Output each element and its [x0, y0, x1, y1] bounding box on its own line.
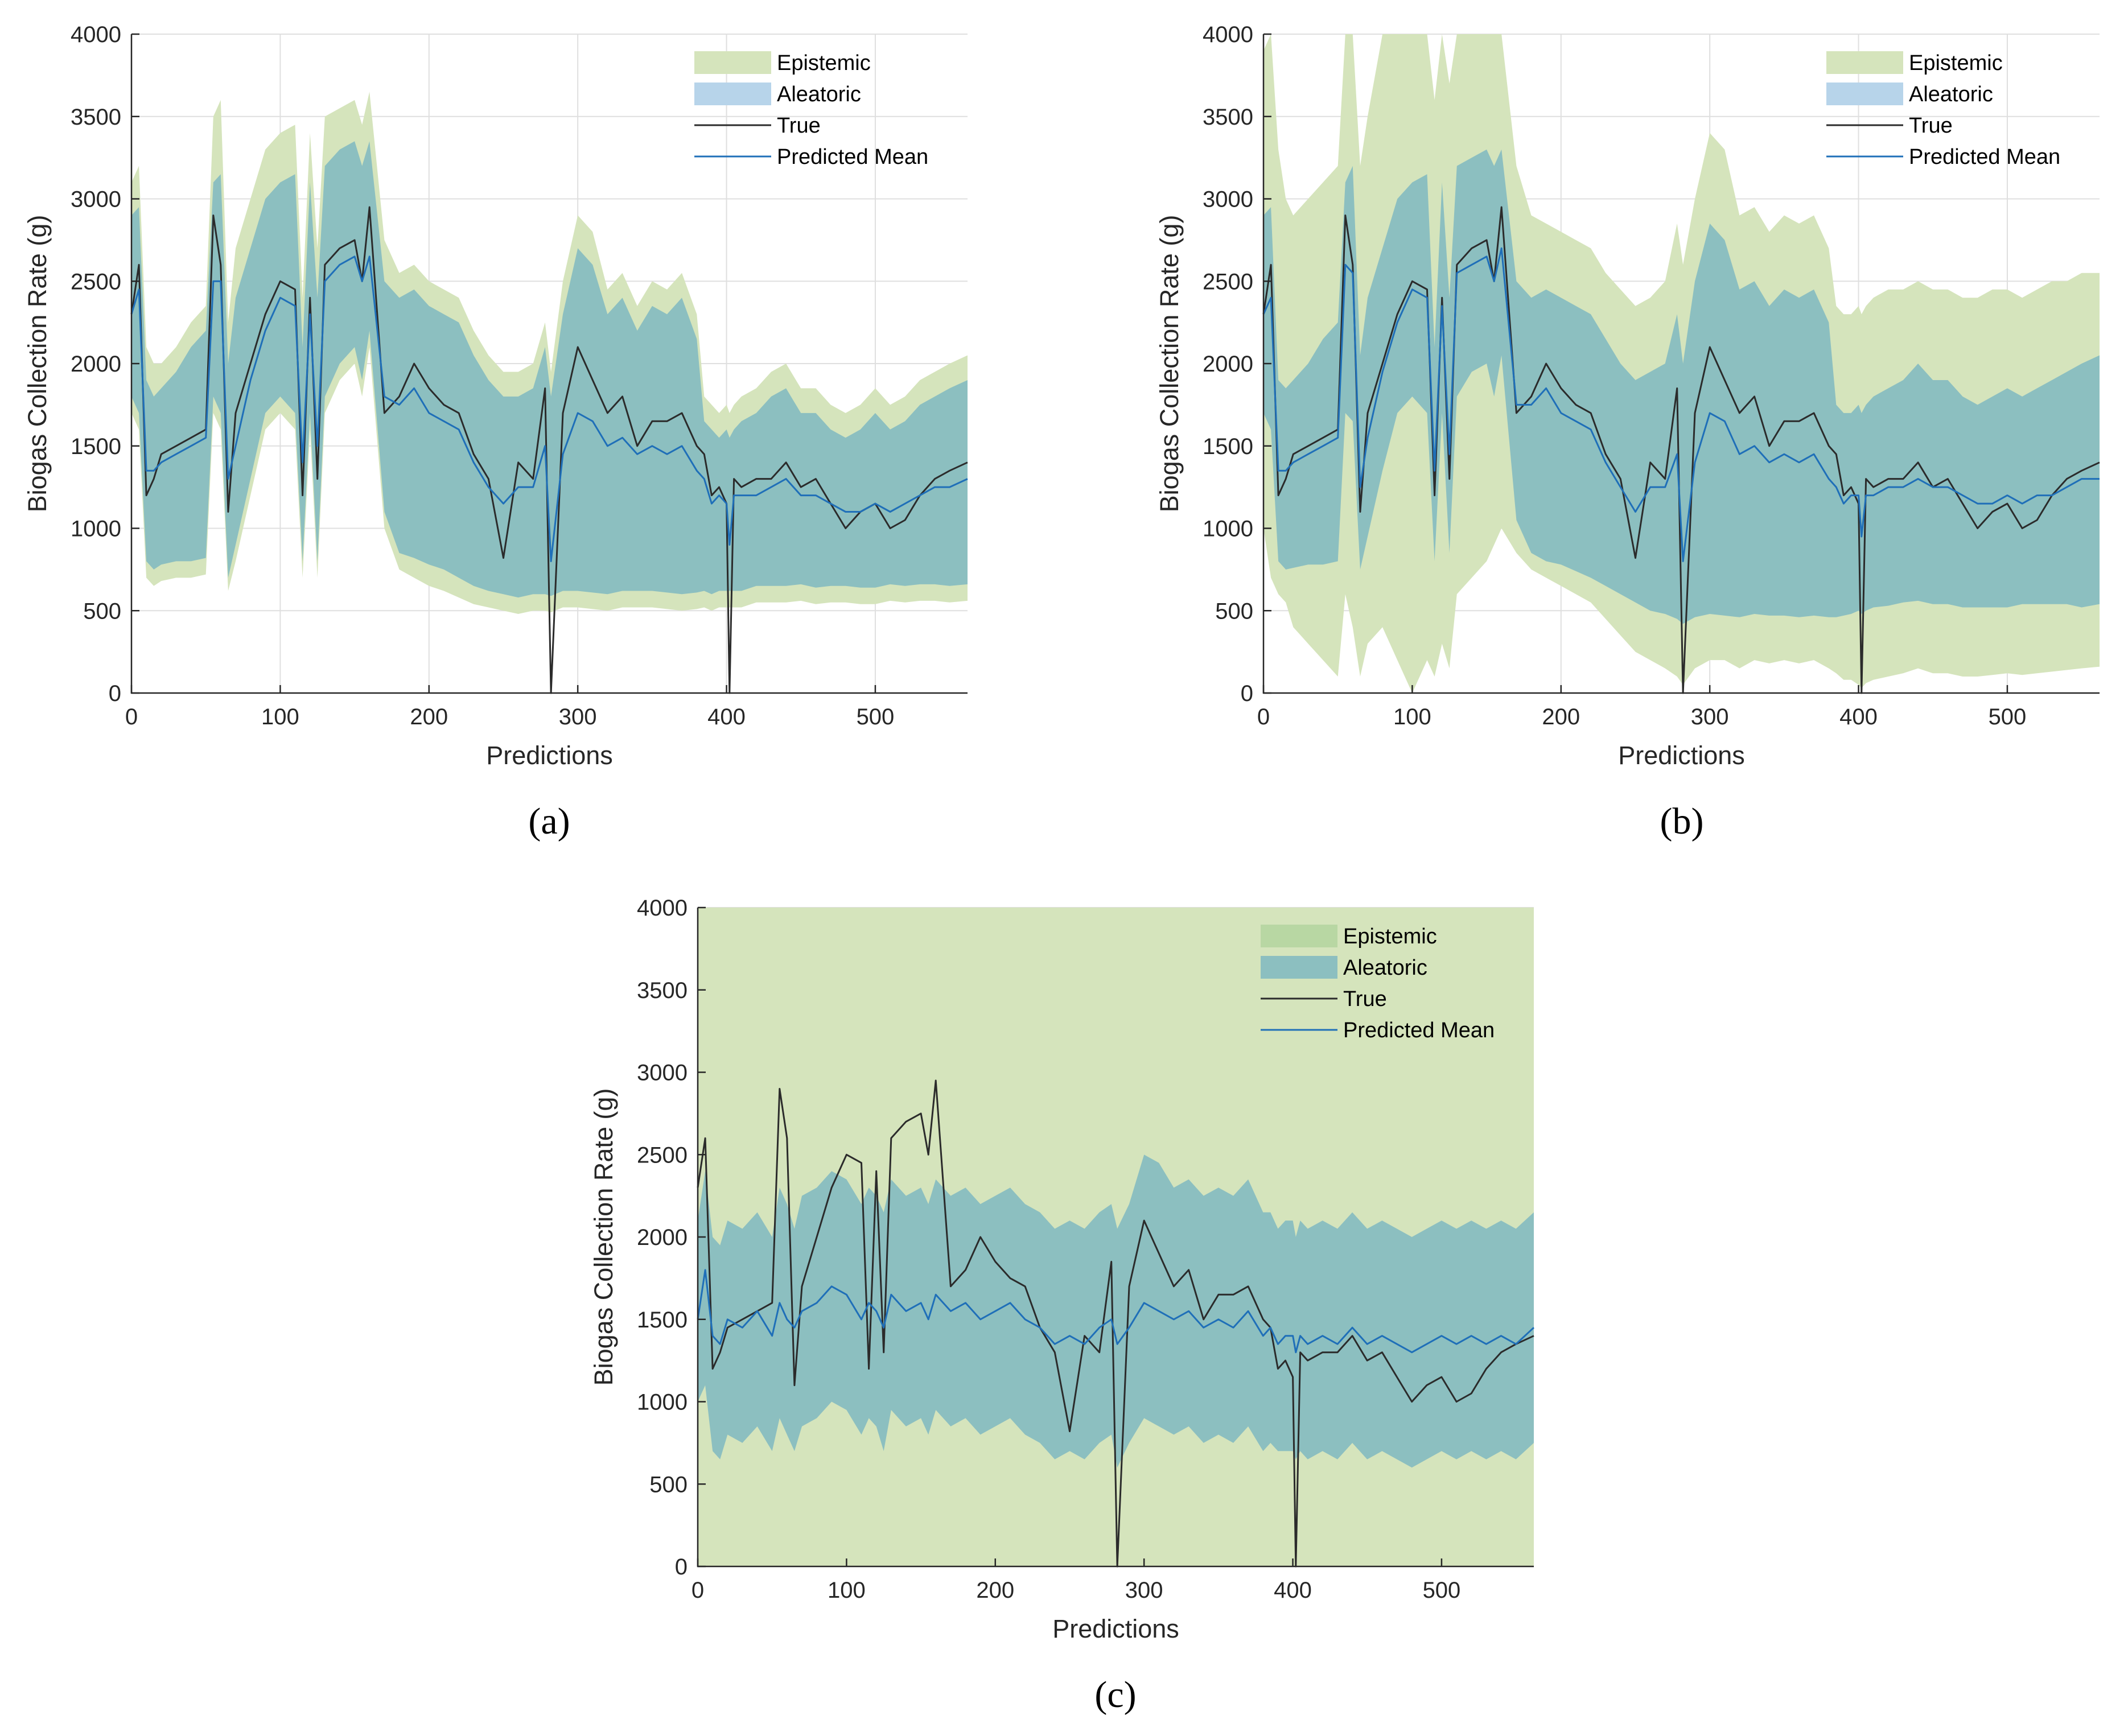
legend-entry-label: Aleatoric	[1909, 83, 1993, 106]
y-tick-label: 2000	[71, 352, 121, 377]
panel-label: (c)	[1094, 1674, 1136, 1716]
x-tick-label: 500	[857, 704, 895, 729]
legend-aleatoric-swatch	[1826, 83, 1903, 105]
y-tick-label: 0	[109, 681, 121, 706]
x-tick-label: 500	[1989, 704, 2027, 729]
true-series-line	[1262, 206, 2100, 694]
y-tick-label: 3500	[1203, 105, 1253, 130]
legend-aleatoric-swatch	[694, 83, 771, 105]
x-tick-label: 300	[1125, 1578, 1163, 1603]
panel-c: 0 100 200 300 400 500 0 500 1000 1500 2000 2500 3000…	[589, 896, 1535, 1716]
legend-entry-label: Predicted Mean	[777, 145, 928, 169]
y-tick-label: 0	[675, 1554, 688, 1580]
x-tick-label: 500	[1423, 1578, 1461, 1603]
legend-epistemic-swatch	[694, 51, 771, 74]
x-tick-label: 200	[976, 1578, 1014, 1603]
predicted-mean-line	[1262, 247, 2100, 562]
x-tick-label: 100	[828, 1578, 866, 1603]
panel-a: 0 100 200 300 400 500 0 500 1000 1500 2000 2500 3000…	[23, 22, 968, 842]
y-tick-label: 3500	[71, 105, 121, 130]
x-tick-label: 300	[1691, 704, 1729, 729]
x-tick-label: 100	[261, 704, 299, 729]
y-tick-label: 0	[1241, 681, 1253, 706]
y-tick-label: 4000	[1203, 22, 1253, 47]
x-tick-label: 200	[1542, 704, 1580, 729]
y-tick-label: 1500	[71, 434, 121, 459]
legend: Epistemic Aleatoric True Predicted Mean	[694, 51, 928, 169]
y-tick-label: 3000	[71, 187, 121, 212]
legend-entry-label: True	[1909, 114, 1953, 138]
y-axis-title: Biogas Collection Rate (g)	[1155, 215, 1184, 513]
y-tick-label: 4000	[71, 22, 121, 47]
y-tick-label: 1000	[1203, 517, 1253, 542]
y-tick-label: 2500	[1203, 269, 1253, 294]
legend-entry-label: True	[777, 114, 821, 138]
x-axis-title: Predictions	[486, 741, 613, 770]
legend-entry-label: Epistemic	[777, 51, 871, 75]
true-series-line	[130, 206, 968, 694]
x-tick-label: 0	[125, 704, 138, 729]
x-tick-label: 300	[559, 704, 597, 729]
y-tick-label: 2000	[1203, 352, 1253, 377]
y-tick-label: 500	[649, 1472, 688, 1497]
y-axis-title: Biogas Collection Rate (g)	[589, 1088, 618, 1386]
y-tick-label: 2500	[637, 1143, 688, 1168]
panel-label: (b)	[1660, 801, 1704, 842]
y-tick-label: 3500	[637, 978, 688, 1003]
y-axis-title: Biogas Collection Rate (g)	[23, 215, 52, 513]
y-tick-label: 500	[83, 599, 121, 624]
y-tick-label: 3000	[1203, 187, 1253, 212]
legend-epistemic-swatch	[1261, 925, 1337, 947]
y-tick-label: 1500	[637, 1308, 688, 1333]
legend-entry-label: Aleatoric	[777, 83, 861, 106]
legend-entry-label: Aleatoric	[1343, 956, 1427, 980]
legend-entry-label: Epistemic	[1343, 925, 1437, 949]
legend-entry-label: Predicted Mean	[1343, 1018, 1495, 1042]
y-tick-label: 3000	[637, 1061, 688, 1086]
predicted-mean-line	[130, 255, 968, 562]
panel-b: 0 100 200 300 400 500 0 500 1000 1500 2000 2500 3000…	[1155, 22, 2100, 842]
y-tick-label: 1000	[637, 1390, 688, 1415]
legend-entry-label: Predicted Mean	[1909, 145, 2060, 169]
x-tick-label: 200	[410, 704, 448, 729]
x-tick-label: 0	[1257, 704, 1270, 729]
legend-entry-label: True	[1343, 987, 1387, 1011]
y-tick-label: 500	[1215, 599, 1253, 624]
legend-aleatoric-swatch	[1261, 956, 1337, 979]
x-tick-label: 400	[1839, 704, 1878, 729]
legend: Epistemic Aleatoric True Predicted Mean	[1261, 925, 1495, 1042]
legend-epistemic-swatch	[1826, 51, 1903, 74]
y-tick-label: 1000	[71, 517, 121, 542]
panel-label: (a)	[528, 801, 570, 842]
legend-entry-label: Epistemic	[1909, 51, 2003, 75]
aleatoric-band	[131, 141, 968, 598]
y-tick-label: 2500	[71, 269, 121, 294]
y-tick-label: 1500	[1203, 434, 1253, 459]
x-axis-title: Predictions	[1618, 741, 1745, 770]
aleatoric-band	[1263, 149, 2100, 624]
predicted-mean-line	[697, 1269, 1535, 1354]
x-tick-label: 0	[692, 1578, 704, 1603]
x-tick-label: 400	[1274, 1578, 1312, 1603]
x-tick-label: 100	[1393, 704, 1431, 729]
x-axis-title: Predictions	[1052, 1614, 1179, 1643]
true-series-line	[697, 1079, 1534, 1568]
y-tick-label: 2000	[637, 1225, 688, 1250]
aleatoric-band	[698, 1154, 1534, 1468]
legend: Epistemic Aleatoric True Predicted Mean	[1826, 51, 2060, 169]
y-tick-label: 4000	[637, 896, 688, 921]
x-tick-label: 400	[707, 704, 746, 729]
